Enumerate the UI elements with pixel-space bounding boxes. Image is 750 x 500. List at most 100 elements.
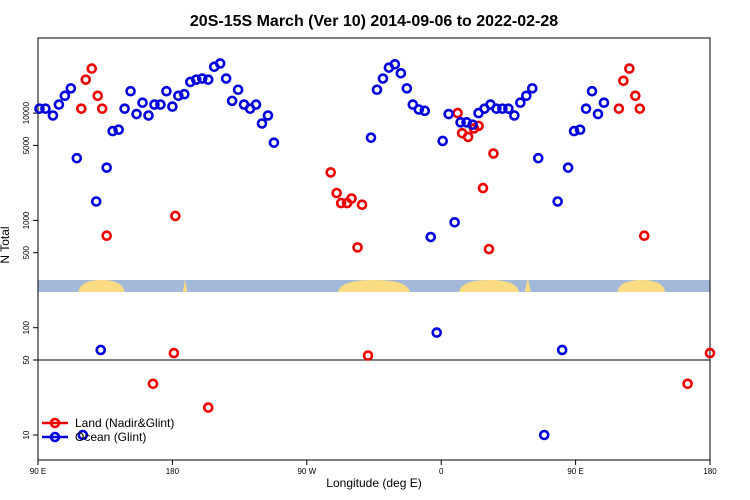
ocean-point	[467, 119, 478, 130]
x-tick-label: 90 W	[297, 467, 316, 476]
y-tick-upper-label: 10000	[22, 101, 31, 124]
land-point	[325, 167, 336, 178]
x-tick-label: 180	[703, 467, 717, 476]
land-point	[356, 199, 368, 211]
land-point	[618, 75, 629, 87]
y-tick-upper-label: 500	[22, 245, 31, 259]
ocean-point	[220, 73, 232, 84]
plot-frame	[37, 37, 711, 461]
ocean-point	[90, 196, 102, 207]
land-point	[477, 182, 489, 194]
ocean-point	[268, 137, 280, 148]
ocean-point	[59, 90, 71, 102]
x-axis-label: Longitude (deg E)	[326, 476, 421, 490]
ocean-point	[190, 74, 202, 85]
ocean-point	[95, 344, 107, 356]
ocean-point	[365, 132, 377, 143]
land-point	[202, 402, 214, 413]
ocean-point	[214, 58, 226, 69]
x-tick-label: 0	[439, 467, 444, 476]
land-point	[682, 378, 693, 390]
land-point	[362, 350, 374, 361]
y-tick-lower-label: 50	[22, 355, 31, 364]
ocean-point	[455, 117, 466, 128]
land-segment	[524, 280, 531, 292]
ocean-point	[401, 83, 413, 94]
land-segment	[459, 280, 519, 292]
ocean-point	[552, 196, 563, 207]
ocean-point	[586, 85, 598, 97]
ocean-point	[556, 344, 568, 356]
land-point	[462, 131, 474, 143]
ocean-point	[137, 97, 148, 108]
ocean-point	[491, 103, 502, 114]
land-point	[352, 242, 363, 253]
land-point	[483, 243, 495, 255]
ocean-point	[40, 103, 51, 114]
land-segment	[338, 280, 410, 292]
ocean-point	[497, 103, 508, 114]
land-point	[331, 187, 342, 199]
ocean-point	[371, 84, 383, 96]
ocean-point	[413, 104, 425, 115]
y-tick-upper-label: 1000	[22, 211, 31, 229]
ocean-point	[65, 83, 77, 94]
x-tick-label: 90 E	[30, 467, 46, 476]
ocean-point	[562, 162, 574, 173]
ocean-point	[47, 110, 59, 121]
ocean-point	[503, 103, 514, 114]
ocean-point	[521, 90, 532, 102]
y-tick-lower-label: 10	[22, 430, 31, 439]
ocean-point	[226, 95, 238, 107]
ocean-point	[377, 73, 389, 84]
ocean-point	[592, 108, 604, 120]
x-tick-label: 90 E	[567, 467, 583, 476]
land-point	[452, 107, 463, 119]
ocean-point	[173, 90, 184, 102]
ocean-point	[431, 327, 443, 338]
land-segment	[182, 280, 188, 292]
ocean-point	[202, 74, 214, 85]
land-point	[101, 230, 112, 242]
ocean-point	[155, 99, 166, 110]
ocean-point	[532, 152, 544, 164]
legend: Land (Nadir&Glint)Ocean (Glint)	[42, 416, 174, 444]
legend-label: Ocean (Glint)	[75, 430, 146, 444]
land-point	[346, 193, 357, 204]
ocean-point	[131, 108, 142, 120]
y-axis-label: N Total	[0, 226, 12, 263]
land-point	[613, 103, 625, 114]
ocean-point	[179, 88, 190, 100]
ocean-point	[161, 85, 172, 97]
ocean-point	[71, 152, 83, 164]
ocean-point	[449, 217, 460, 228]
ocean-point	[538, 429, 550, 441]
land-point	[634, 103, 646, 114]
ocean-point	[119, 103, 130, 114]
ocean-point	[509, 110, 520, 121]
series-ocean	[34, 58, 610, 441]
ocean-point	[574, 124, 586, 136]
ocean-point	[262, 110, 274, 121]
ocean-point	[53, 99, 65, 110]
axes: 90 E 180 90 W 0 90 E 180 500 1000 5000 10000 10 50 1…	[22, 37, 717, 476]
legend-marker	[49, 417, 61, 429]
ocean-point	[419, 105, 431, 117]
land-point	[147, 378, 159, 390]
ocean-point	[149, 99, 160, 110]
land-point	[96, 103, 108, 114]
land-point	[630, 90, 641, 102]
ocean-point	[580, 103, 592, 114]
land-point	[92, 90, 104, 102]
land-ocean-mask	[38, 280, 710, 292]
y-tick-lower-label: 100	[22, 320, 31, 334]
ocean-point	[568, 125, 580, 137]
ocean-point	[107, 125, 118, 137]
land-segment	[617, 280, 666, 292]
land-point	[488, 148, 499, 159]
x-tick-label: 180	[166, 467, 180, 476]
ocean-point	[389, 58, 401, 70]
ocean-point	[143, 110, 154, 121]
series-land	[76, 63, 716, 413]
ocean-point	[598, 97, 610, 108]
